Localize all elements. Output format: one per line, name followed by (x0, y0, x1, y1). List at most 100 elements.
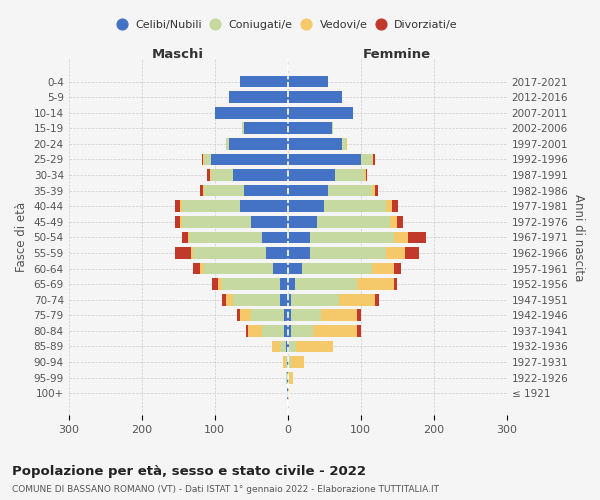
Bar (272, 340, 280, 352)
Bar (339, 294, 376, 306)
Bar (331, 122, 333, 134)
Bar (287, 185, 328, 196)
Bar (233, 169, 287, 181)
Bar (212, 278, 218, 290)
Bar (392, 200, 398, 212)
Bar (248, 325, 262, 337)
Bar (287, 372, 289, 384)
Bar (240, 76, 287, 88)
Bar (357, 310, 361, 321)
Bar (386, 200, 392, 212)
Bar (357, 325, 361, 337)
Bar (287, 262, 302, 274)
Bar (215, 107, 287, 118)
Bar (244, 122, 287, 134)
Bar (188, 232, 189, 243)
Text: COMUNE DI BASSANO ROMANO (VT) - Dati ISTAT 1° gennaio 2022 - Elaborazione TUTTIT: COMUNE DI BASSANO ROMANO (VT) - Dati IST… (12, 485, 439, 494)
Bar (371, 154, 373, 166)
Bar (175, 216, 181, 228)
Bar (280, 294, 287, 306)
Bar (193, 247, 266, 259)
Bar (376, 185, 378, 196)
Bar (310, 247, 386, 259)
Bar (211, 169, 233, 181)
Bar (251, 310, 284, 321)
Bar (287, 122, 331, 134)
Bar (284, 325, 287, 337)
Bar (266, 247, 287, 259)
Bar (283, 356, 286, 368)
Bar (284, 310, 287, 321)
Bar (262, 232, 287, 243)
Bar (200, 262, 204, 274)
Bar (324, 200, 386, 212)
Bar (273, 262, 287, 274)
Bar (287, 169, 335, 181)
Bar (208, 169, 211, 181)
Bar (181, 200, 182, 212)
Bar (204, 185, 244, 196)
Bar (376, 294, 379, 306)
Bar (226, 138, 229, 149)
Bar (287, 325, 292, 337)
Bar (390, 216, 397, 228)
Bar (287, 216, 317, 228)
Bar (251, 216, 287, 228)
Bar (287, 310, 292, 321)
Text: Maschi: Maschi (152, 48, 204, 61)
Bar (292, 310, 320, 321)
Bar (218, 278, 222, 290)
Bar (287, 200, 324, 212)
Bar (287, 76, 328, 88)
Bar (286, 340, 287, 352)
Bar (397, 216, 403, 228)
Bar (286, 356, 287, 368)
Bar (357, 278, 394, 290)
Bar (200, 185, 203, 196)
Bar (346, 138, 347, 149)
Bar (229, 138, 287, 149)
Bar (287, 278, 295, 290)
Bar (236, 310, 240, 321)
Bar (182, 200, 240, 212)
Bar (175, 247, 191, 259)
Bar (404, 247, 419, 259)
Bar (373, 154, 374, 166)
Bar (364, 169, 366, 181)
Bar (290, 356, 304, 368)
Bar (229, 92, 287, 103)
Bar (335, 169, 364, 181)
Bar (287, 356, 289, 368)
Bar (289, 356, 290, 368)
Bar (287, 107, 353, 118)
Bar (226, 294, 233, 306)
Bar (394, 278, 397, 290)
Bar (408, 232, 427, 243)
Bar (289, 372, 293, 384)
Bar (244, 185, 287, 196)
Bar (371, 262, 394, 274)
Bar (189, 232, 262, 243)
Bar (302, 262, 371, 274)
Bar (202, 154, 203, 166)
Legend: Celibi/Nubili, Coniugati/e, Vedovi/e, Divorziati/e: Celibi/Nubili, Coniugati/e, Vedovi/e, Di… (118, 19, 458, 30)
Bar (222, 278, 280, 290)
Bar (343, 138, 346, 149)
Bar (286, 372, 287, 384)
Bar (320, 310, 357, 321)
Bar (317, 216, 390, 228)
Bar (203, 154, 204, 166)
Bar (240, 200, 287, 212)
Bar (181, 216, 182, 228)
Bar (292, 325, 313, 337)
Bar (211, 154, 287, 166)
Bar (394, 232, 408, 243)
Bar (287, 232, 310, 243)
Bar (233, 294, 280, 306)
Text: Popolazione per età, sesso e stato civile - 2022: Popolazione per età, sesso e stato civil… (12, 465, 366, 478)
Bar (240, 310, 251, 321)
Bar (287, 388, 289, 399)
Bar (182, 232, 188, 243)
Bar (193, 262, 200, 274)
Bar (394, 262, 401, 274)
